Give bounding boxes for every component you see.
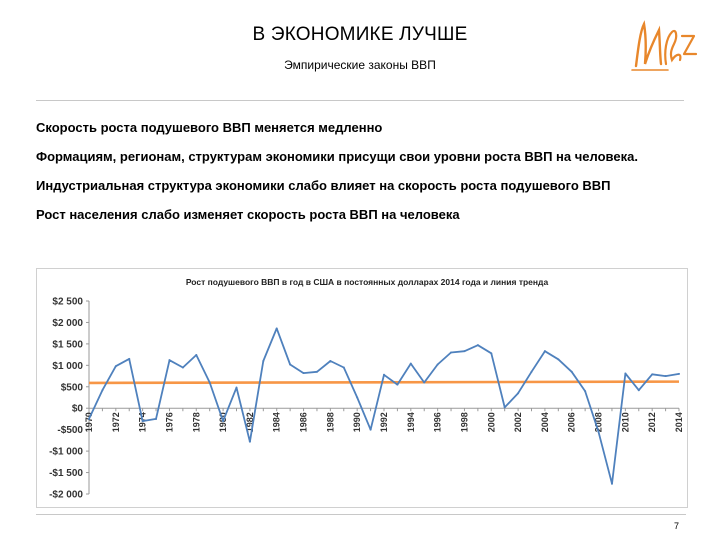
x-tick-label: 1976 — [164, 412, 174, 432]
data-point — [168, 359, 171, 362]
data-point — [530, 370, 533, 373]
logo-icon — [631, 20, 698, 71]
top-divider — [36, 100, 684, 101]
data-point — [450, 351, 453, 354]
gdp-growth-chart: Рост подушевого ВВП в год в США в постоя… — [49, 277, 684, 501]
x-tick-label: 2002 — [513, 412, 523, 432]
bullet-list: Скорость роста подушевого ВВП меняется м… — [36, 119, 681, 235]
data-point — [181, 366, 184, 369]
data-point — [597, 430, 600, 433]
bullet-item: Индустриальная структура экономики слабо… — [36, 178, 611, 193]
data-point — [584, 390, 587, 393]
slide-title: В ЭКОНОМИКЕ ЛУЧШЕ — [252, 24, 468, 45]
data-point — [517, 392, 520, 395]
bullet-item: Формациям, регионам, структурам экономик… — [36, 149, 638, 164]
x-tick-label: 1988 — [325, 412, 335, 432]
data-point — [195, 354, 198, 357]
data-point — [114, 365, 117, 368]
x-tick-label: 1996 — [433, 412, 443, 432]
x-tick-label: 2010 — [620, 412, 630, 432]
data-point — [503, 406, 506, 409]
data-point — [664, 375, 667, 378]
data-point — [356, 396, 359, 399]
data-point — [543, 350, 546, 353]
x-tick-label: 1982 — [245, 412, 255, 432]
x-tick-label: 1986 — [299, 412, 309, 432]
data-point — [423, 381, 426, 384]
y-tick-label: -$1 000 — [49, 447, 83, 458]
slide-subtitle: Эмпирические законы ВВП — [284, 58, 436, 72]
x-tick-label: 1992 — [379, 412, 389, 432]
x-tick-label: 2000 — [486, 412, 496, 432]
x-tick-label: 1974 — [138, 412, 148, 432]
data-point — [678, 372, 680, 375]
data-point — [436, 363, 439, 366]
data-point — [557, 358, 560, 361]
y-tick-label: -$1 500 — [49, 468, 83, 479]
y-tick-label: $1 000 — [52, 361, 83, 372]
data-point — [235, 386, 238, 389]
x-tick-label: 1990 — [352, 412, 362, 432]
x-tick-label: 1972 — [111, 412, 121, 432]
data-point — [289, 363, 292, 366]
y-tick-label: -$2 000 — [49, 490, 83, 501]
x-tick-label: 1998 — [459, 412, 469, 432]
data-point — [302, 372, 305, 375]
y-tick-label: $0 — [72, 404, 84, 415]
y-tick-label: $2 500 — [52, 297, 83, 308]
x-tick-label: 1984 — [272, 412, 282, 432]
data-point — [342, 366, 345, 369]
data-point — [315, 370, 318, 373]
data-point — [396, 383, 399, 386]
series-line — [88, 327, 680, 485]
x-tick-label: 1978 — [191, 412, 201, 432]
x-tick-label: 2008 — [594, 412, 604, 432]
bullet-item: Скорость роста подушевого ВВП меняется м… — [36, 120, 383, 135]
data-point — [155, 417, 158, 420]
x-tick-label: 2004 — [540, 412, 550, 432]
data-point — [275, 327, 278, 330]
data-point — [369, 428, 372, 431]
x-tick-label: 1994 — [406, 412, 416, 432]
data-point — [490, 352, 493, 355]
data-point — [651, 373, 654, 376]
bullet-item: Рост населения слабо изменяет скорость р… — [36, 207, 460, 222]
x-tick-label: 2006 — [567, 412, 577, 432]
data-point — [88, 417, 90, 420]
x-tick-label: 1970 — [84, 412, 94, 432]
data-point — [222, 420, 225, 423]
page-number: 7 — [674, 521, 680, 531]
data-point — [476, 344, 479, 347]
data-point — [610, 482, 613, 485]
data-point — [101, 389, 104, 392]
trend-line — [88, 380, 680, 385]
x-tick-label: 2014 — [674, 412, 684, 432]
y-tick-label: $1 500 — [52, 339, 83, 350]
y-tick-label: $500 — [61, 382, 84, 393]
data-point — [329, 360, 332, 363]
x-tick-label: 2012 — [647, 412, 657, 432]
data-point — [128, 357, 131, 360]
data-point — [262, 360, 265, 363]
y-tick-label: -$500 — [57, 425, 83, 436]
data-point — [463, 350, 466, 353]
data-point — [208, 381, 211, 384]
data-point — [570, 370, 573, 373]
x-tick-label: 1980 — [218, 412, 228, 432]
y-tick-label: $2 000 — [52, 318, 83, 329]
data-point — [141, 420, 144, 423]
data-point — [248, 440, 251, 443]
data-point — [383, 373, 385, 376]
chart-title: Рост подушевого ВВП в год в США в постоя… — [186, 277, 549, 287]
data-point — [624, 372, 627, 375]
bottom-divider — [36, 514, 686, 515]
data-point — [409, 362, 412, 365]
data-point — [637, 389, 640, 392]
chart-container: Рост подушевого ВВП в год в США в постоя… — [36, 268, 688, 508]
